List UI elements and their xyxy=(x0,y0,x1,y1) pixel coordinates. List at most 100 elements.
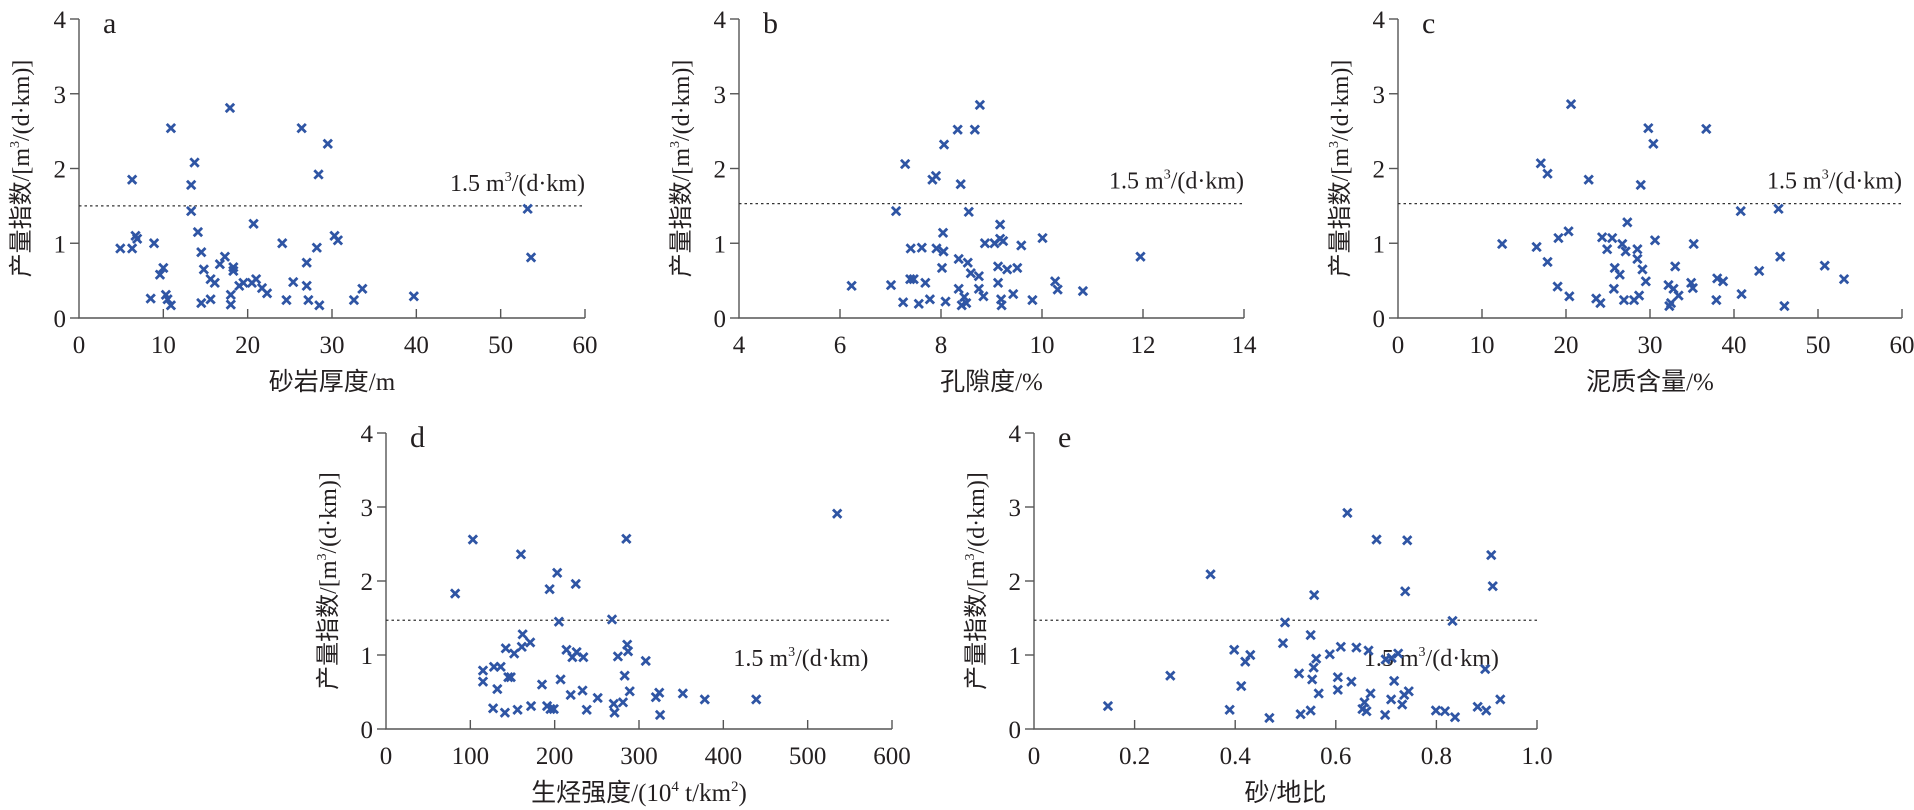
marker-stroke xyxy=(205,294,216,305)
data-point xyxy=(624,686,635,697)
data-point xyxy=(1371,534,1382,545)
y-tick-label: 0 xyxy=(1009,717,1022,744)
marker-stroke xyxy=(508,648,520,659)
marker-stroke xyxy=(301,280,312,292)
marker-stroke xyxy=(1264,712,1275,724)
marker-stroke xyxy=(1552,281,1563,292)
marker-stroke xyxy=(953,283,964,295)
marker-stroke xyxy=(997,235,1009,247)
marker-stroke xyxy=(1052,284,1063,295)
axes xyxy=(385,433,892,730)
data-point xyxy=(940,296,951,307)
x-tick-label: 0.2 xyxy=(1119,743,1150,770)
data-point xyxy=(1205,569,1216,580)
data-point xyxy=(962,257,973,268)
data-point xyxy=(1324,649,1335,660)
marker-stroke xyxy=(1016,240,1027,251)
marker-stroke xyxy=(992,277,1004,289)
marker-stroke xyxy=(1403,686,1414,697)
threshold-label-text: 1.5 m xyxy=(733,646,788,672)
y-tick-label: 1 xyxy=(1373,231,1386,258)
data-point xyxy=(1486,549,1497,561)
threshold-label-sup: 3 xyxy=(788,645,795,660)
marker-stroke xyxy=(477,665,489,676)
data-point xyxy=(1688,238,1699,250)
marker-stroke xyxy=(477,676,489,687)
data-point xyxy=(313,169,324,180)
marker-stroke xyxy=(677,688,689,699)
x-axis-title: 生烃强度/(104 t/km2) xyxy=(531,779,747,807)
marker-stroke xyxy=(1481,705,1492,716)
data-point xyxy=(1614,269,1625,280)
data-point xyxy=(238,277,249,289)
data-point xyxy=(185,179,197,191)
marker-stroke xyxy=(1359,697,1370,708)
y-tick-label: 3 xyxy=(1373,82,1386,109)
y-axis-title: 产量指数/[m3/(d·km)] xyxy=(668,60,695,278)
marker-stroke xyxy=(969,124,981,135)
marker-stroke xyxy=(905,243,916,254)
marker-stroke xyxy=(1535,158,1546,169)
y-tick-label: 1 xyxy=(361,643,374,670)
data-point xyxy=(1077,285,1089,297)
marker-stroke xyxy=(916,242,927,253)
data-point xyxy=(499,707,511,718)
data-point xyxy=(1363,645,1374,656)
data-point xyxy=(1635,179,1646,191)
marker-stroke xyxy=(973,283,985,295)
y-axis-title-text: /(d·km)] xyxy=(964,472,990,553)
marker-stroke xyxy=(624,686,635,697)
data-point xyxy=(1049,276,1061,287)
marker-stroke xyxy=(165,122,177,134)
data-point xyxy=(1665,297,1677,309)
data-point xyxy=(162,294,173,305)
y-axis-title-text: 产量指数/[m xyxy=(668,148,695,278)
data-point xyxy=(577,685,588,696)
data-point xyxy=(322,138,333,150)
marker-stroke xyxy=(225,299,236,310)
data-point xyxy=(578,652,589,663)
marker-stroke xyxy=(1685,277,1697,289)
marker-stroke xyxy=(313,169,324,180)
data-point xyxy=(515,549,527,560)
y-axis-title-text: 产量指数/[m xyxy=(963,560,990,690)
marker-stroke xyxy=(1649,235,1661,246)
marker-stroke xyxy=(955,179,966,190)
data-point xyxy=(205,294,216,305)
data-point xyxy=(1313,688,1324,699)
data-point xyxy=(969,124,981,135)
x-axis-title: 孔隙度/% xyxy=(940,368,1043,396)
data-point xyxy=(924,294,936,305)
marker-stroke xyxy=(1305,629,1316,641)
data-point xyxy=(621,533,632,545)
marker-stroke xyxy=(962,257,973,268)
data-point xyxy=(115,243,126,254)
marker-stroke xyxy=(913,298,924,309)
marker-stroke xyxy=(1449,711,1461,723)
data-point xyxy=(609,707,620,718)
data-point xyxy=(1617,238,1628,250)
marker-stroke xyxy=(1245,649,1256,661)
data-point xyxy=(938,246,949,257)
marker-stroke xyxy=(1363,645,1374,656)
data-point xyxy=(357,283,368,295)
y-axis-title-sup: 3 xyxy=(668,141,683,148)
data-point xyxy=(1779,300,1790,312)
marker-stroke xyxy=(499,707,511,718)
threshold-label-text: /(d·km) xyxy=(512,171,585,197)
marker-stroke xyxy=(1687,282,1699,294)
data-point xyxy=(553,616,565,627)
data-point xyxy=(1342,507,1353,519)
data-point xyxy=(544,583,555,595)
marker-stroke xyxy=(512,704,523,715)
data-point xyxy=(1012,262,1023,274)
marker-stroke xyxy=(500,643,511,654)
marker-stroke xyxy=(1754,265,1765,277)
data-point xyxy=(301,280,312,292)
marker-stroke xyxy=(1648,138,1659,150)
data-point xyxy=(158,262,169,274)
data-point xyxy=(1135,251,1146,262)
data-point xyxy=(1001,264,1013,275)
data-point xyxy=(965,267,976,279)
